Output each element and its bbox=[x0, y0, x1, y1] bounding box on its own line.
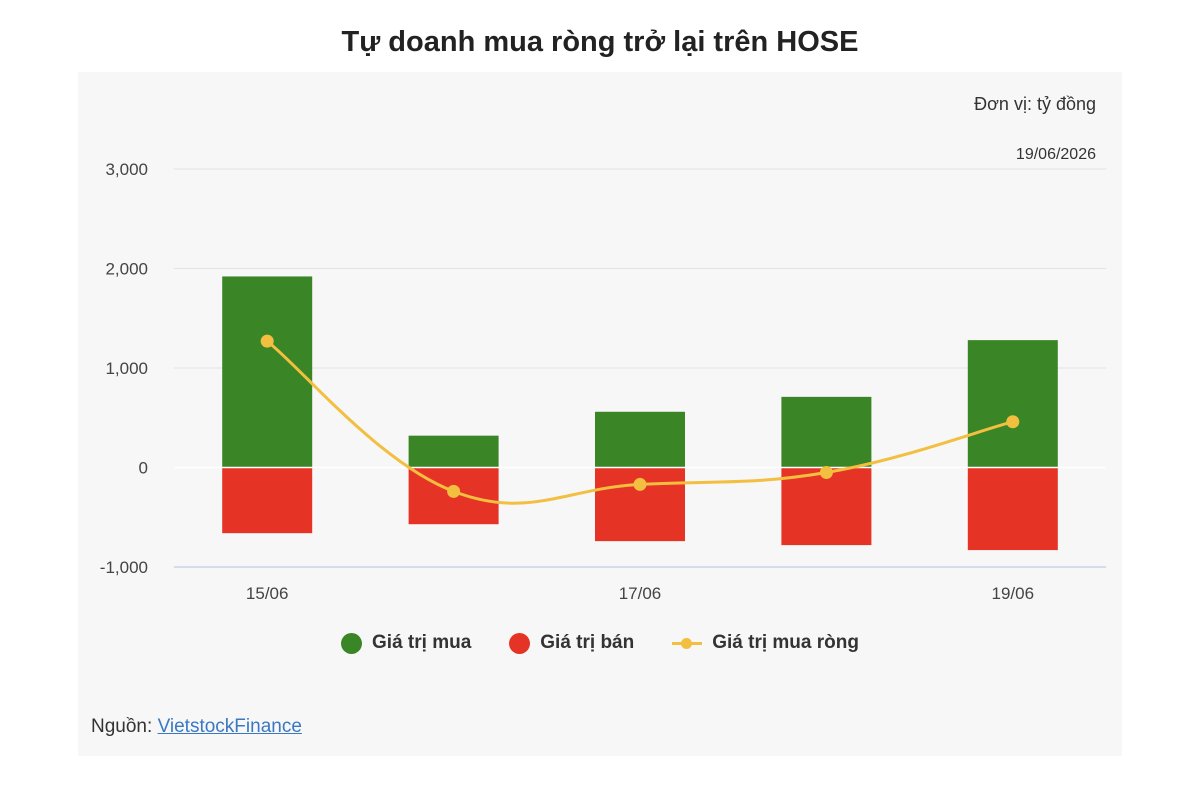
legend-marker-buy bbox=[341, 632, 363, 654]
net-point bbox=[819, 465, 833, 479]
chart-title: Tự doanh mua ròng trở lại trên HOSE bbox=[341, 26, 859, 58]
legend-label-sell: Giá trị bán bbox=[540, 632, 635, 653]
y-tick-label: 1,000 bbox=[105, 359, 148, 378]
y-tick-label: 3,000 bbox=[105, 160, 148, 179]
bar-buy bbox=[967, 340, 1058, 468]
y-tick-label: -1,000 bbox=[100, 558, 148, 577]
date-label: 19/06/2026 bbox=[1015, 146, 1096, 163]
x-tick-label: 15/06 bbox=[246, 584, 289, 603]
net-point bbox=[1006, 415, 1020, 429]
legend-marker-net bbox=[672, 633, 703, 654]
legend-marker-sell bbox=[509, 632, 531, 654]
bar-buy bbox=[408, 435, 499, 468]
net-point bbox=[260, 334, 274, 348]
bar-buy bbox=[781, 396, 872, 468]
legend-item-net[interactable]: Giá trị mua ròng bbox=[672, 632, 859, 654]
bar-sell bbox=[967, 467, 1058, 551]
legend-label-net: Giá trị mua ròng bbox=[712, 632, 859, 653]
x-tick-label: 17/06 bbox=[619, 584, 662, 603]
bar-sell bbox=[222, 467, 313, 534]
source: Nguồn: VietstockFinance bbox=[91, 716, 302, 738]
bar-buy bbox=[222, 276, 313, 468]
unit-label: Đơn vị: tỷ đồng bbox=[974, 94, 1096, 114]
x-tick-label: 19/06 bbox=[992, 584, 1035, 603]
chart-panel: Đơn vị: tỷ đồng 19/06/2026 3,000 2,000 1,0… bbox=[78, 72, 1122, 756]
legend-item-sell[interactable]: Giá trị bán bbox=[509, 632, 634, 654]
source-label: Nguồn: bbox=[91, 716, 153, 737]
legend-label-buy: Giá trị mua bbox=[372, 632, 472, 653]
chart-svg: 3,000 2,000 1,000 0 -1,000 15/06 17/06 19/06 bbox=[100, 160, 1106, 603]
net-point bbox=[447, 484, 461, 498]
y-tick-label: 2,000 bbox=[105, 260, 148, 279]
bar-sell bbox=[781, 467, 872, 546]
source-link[interactable]: VietstockFinance bbox=[157, 716, 302, 737]
net-line bbox=[266, 339, 1014, 505]
net-point bbox=[633, 477, 647, 491]
legend: Giá trị mua Giá trị bán Giá trị mua ròng bbox=[78, 632, 1122, 654]
legend-item-buy[interactable]: Giá trị mua bbox=[341, 632, 471, 654]
y-tick-label: 0 bbox=[139, 459, 148, 478]
bar-buy bbox=[595, 411, 685, 468]
